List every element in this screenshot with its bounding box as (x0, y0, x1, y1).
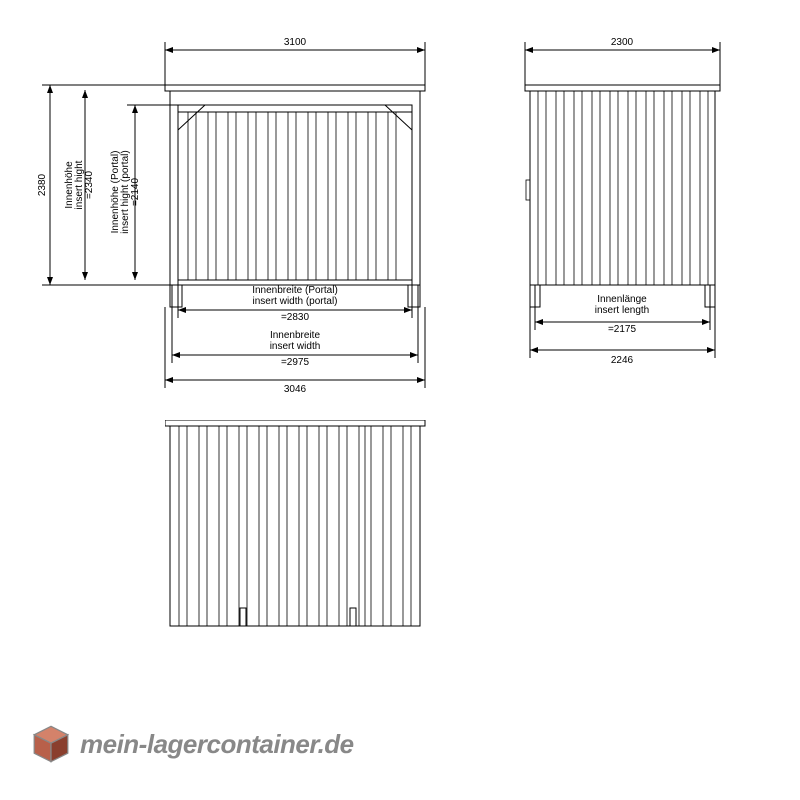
svg-text:3046: 3046 (284, 384, 307, 395)
watermark-text: mein-lagercontainer.de (80, 729, 354, 760)
container-side (525, 85, 720, 307)
dim-3100-label: 3100 (284, 37, 307, 48)
dim-inner-height: Innenhöhe insert hight =2340 (64, 90, 95, 280)
svg-text:Innenlänge: Innenlänge (597, 294, 647, 305)
svg-text:insert width: insert width (270, 341, 321, 352)
svg-text:Innenbreite (Portal): Innenbreite (Portal) (252, 285, 338, 296)
svg-text:=2175: =2175 (608, 324, 637, 335)
dim-height-2380: 2380 (37, 85, 175, 285)
side-elevation: 2300 Innenl (490, 30, 770, 400)
svg-text:=2340: =2340 (84, 171, 95, 200)
svg-text:2246: 2246 (611, 355, 634, 366)
dim-2380-label: 2380 (37, 173, 48, 196)
container-front (165, 85, 425, 307)
svg-text:insert width (portal): insert width (portal) (252, 296, 337, 307)
front-elevation: 3100 2380 Innenhöhe insert hight =2340 I… (30, 30, 450, 400)
svg-text:2300: 2300 (611, 37, 634, 48)
svg-text:=2975: =2975 (281, 357, 310, 368)
svg-text:=2830: =2830 (281, 312, 310, 323)
svg-text:insert length: insert length (595, 305, 649, 316)
dim-portal-width: Innenbreite (Portal) insert width (porta… (178, 280, 412, 323)
watermark: mein-lagercontainer.de (30, 723, 354, 765)
cube-icon (30, 723, 72, 765)
dim-inner-length: Innenlänge insert length =2175 (535, 285, 710, 335)
rear-elevation (165, 420, 435, 640)
dim-top-3100: 3100 (165, 37, 425, 85)
dim-top-2300: 2300 (525, 37, 720, 85)
svg-text:Innenbreite: Innenbreite (270, 330, 320, 341)
svg-text:=2140: =2140 (130, 178, 141, 207)
